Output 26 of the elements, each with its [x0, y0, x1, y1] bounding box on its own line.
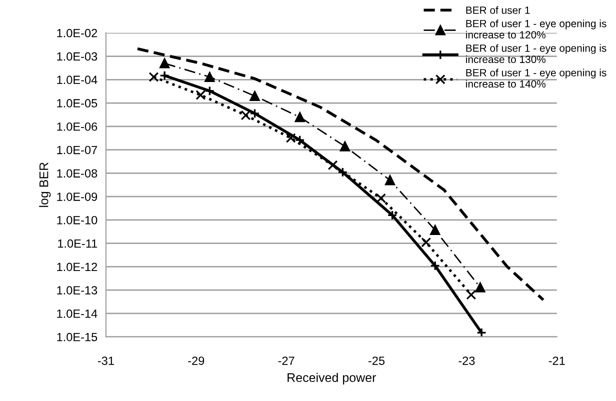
y-tick-label: 1.0E-07	[57, 146, 98, 154]
legend-label: BER of user 1 - eye opening is increase to 140%	[466, 68, 606, 88]
y-tick-label: 1.0E-09	[57, 192, 98, 201]
y-tick-label: 1.0E-14	[57, 309, 98, 318]
y-tick-label: 1.0E-08	[57, 169, 98, 178]
legend-label: BER of user 1 - eye opening is increase to 120%	[466, 20, 606, 38]
legend-label: BER of user 1	[466, 6, 530, 14]
x-tick-label: -25	[368, 356, 385, 365]
y-tick-label: 1.0E-10	[57, 216, 98, 224]
y-tick-label: 1.0E-13	[57, 286, 98, 294]
x-tick-label: -23	[458, 356, 475, 365]
y-tick-label: 1.0E-03	[57, 52, 98, 61]
x-tick-label: -27	[278, 356, 294, 365]
y-axis-title: log BER	[39, 162, 51, 207]
y-tick-label: 1.0E-05	[57, 99, 98, 108]
x-tick-label: -21	[548, 356, 565, 365]
x-tick-label: -31	[98, 356, 114, 365]
y-tick-label: 1.0E-02	[57, 28, 98, 38]
y-tick-label: 1.0E-04	[57, 76, 98, 84]
y-tick-label: 1.0E-06	[57, 122, 98, 131]
y-tick-label: 1.0E-12	[57, 262, 98, 272]
x-tick-label: -29	[188, 356, 204, 365]
legend-label: BER of user 1 - eye opening is increase to 130%	[466, 44, 606, 64]
x-axis-title: Received power	[288, 372, 376, 384]
y-tick-label: 1.0E-15	[57, 332, 98, 342]
y-tick-label: 1.0E-11	[58, 239, 98, 248]
